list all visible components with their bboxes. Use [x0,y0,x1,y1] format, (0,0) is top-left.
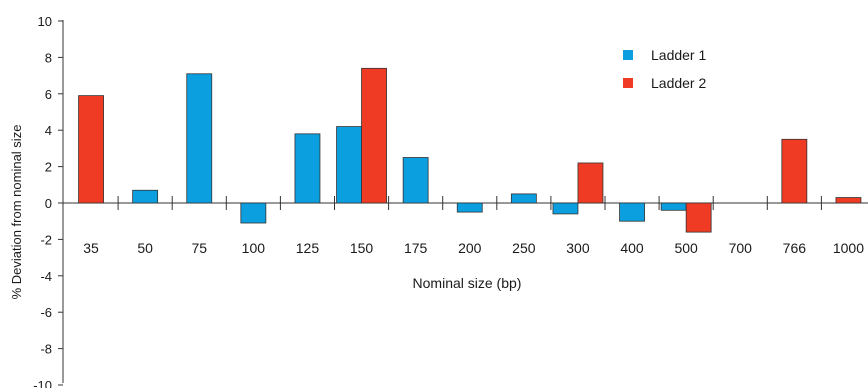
bar-ladder-1-200 [456,202,483,213]
x-tick-label: 1000 [833,240,864,256]
bar-ladder-1-250 [510,193,537,204]
x-tick-label: 200 [458,240,482,256]
x-axis-ticks [117,196,822,210]
legend-label: Ladder 2 [651,75,706,91]
legend-label: Ladder 1 [651,47,706,63]
y-tick-label: -2 [40,232,52,247]
x-tick-label: 175 [404,240,428,256]
y-tick-label: -6 [40,305,52,320]
x-tick-label: 150 [350,240,374,256]
bar-ladder-2-35 [78,95,104,204]
bar-ladder-1-500 [660,202,687,211]
bar-ladder-2-766 [781,138,808,204]
x-tick-label: 400 [620,240,644,256]
x-tick-label: 700 [729,240,753,256]
x-tick-label: 35 [83,240,99,256]
y-tick-label: -4 [40,269,52,284]
bar-ladder-1-400 [619,202,645,222]
y-tick-label: 10 [38,14,52,29]
y-axis-ticks: 10 8 6 4 2 0 -2 -4 -6 -8 -10 [33,14,63,388]
bar-ladder-2-300 [577,162,604,204]
x-tick-label: 500 [674,240,698,256]
legend: Ladder 1 Ladder 2 [623,47,706,91]
y-tick-label: 8 [45,50,52,65]
y-tick-label: 2 [45,160,52,175]
legend-swatch [623,78,633,88]
bar-ladder-1-75 [186,73,213,204]
bar-ladder-1-50 [132,189,159,204]
y-axis-label: % Deviation from nominal size [9,125,24,300]
x-tick-label: 766 [783,240,807,256]
x-tick-label: 50 [137,240,153,256]
bar-ladder-1-175 [402,157,429,204]
y-tick-label: -8 [40,342,52,357]
legend-swatch [623,50,633,60]
bar-ladder-1-300 [552,202,579,215]
bar-ladder-2-1000 [835,197,862,204]
x-tick-label: 125 [296,240,320,256]
y-tick-label: 6 [45,87,52,102]
x-tick-label: 250 [512,240,536,256]
x-tick-label: 100 [242,240,266,256]
bar-ladder-2-500 [685,202,712,233]
y-tick-label: -10 [33,378,52,388]
x-axis-label: Nominal size (bp) [413,275,522,291]
bar-ladder-1-100 [240,202,267,224]
bar-ladder-2-150 [361,67,387,204]
y-tick-label: 4 [45,123,52,138]
bar-ladder-1-150 [336,126,362,204]
y-tick-label: 0 [45,196,52,211]
bars [78,67,862,233]
x-tick-label: 300 [566,240,590,256]
x-tick-labels: 35 50 75 100 125 150 175 200 250 300 400 500 700 766 1… [83,240,864,256]
x-tick-label: 75 [191,240,207,256]
bar-ladder-1-125 [294,133,321,204]
